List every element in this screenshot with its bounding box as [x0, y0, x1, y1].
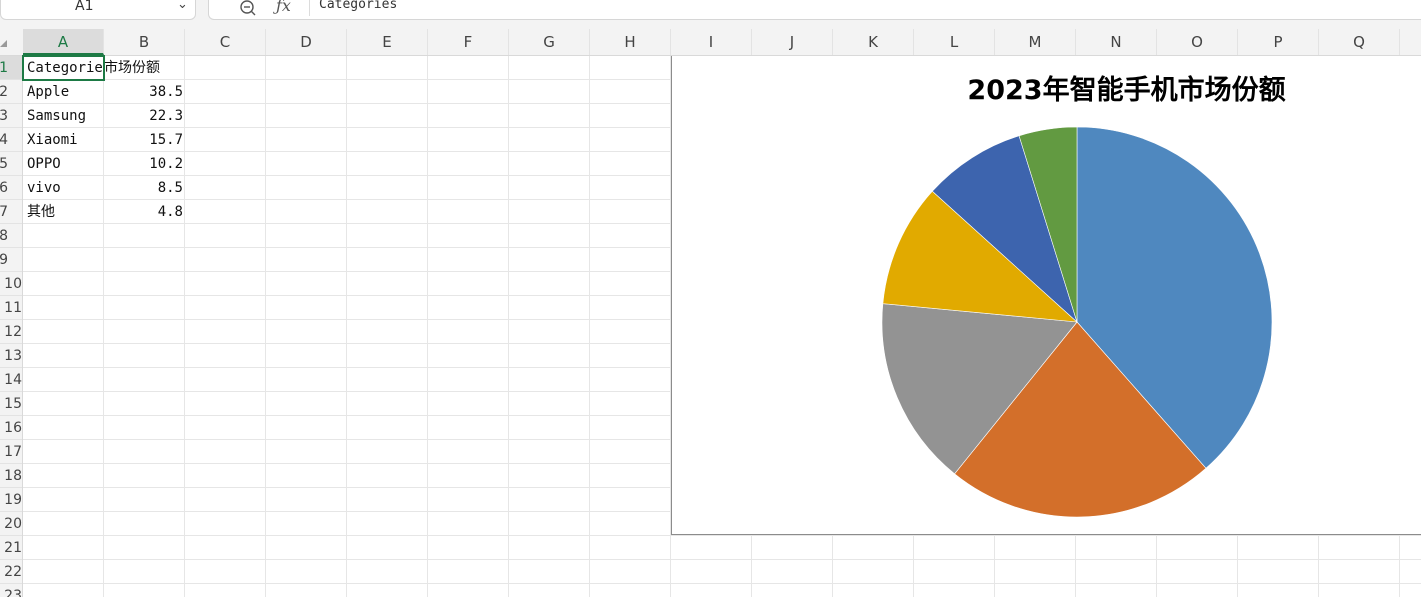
- row-header-20[interactable]: 20: [0, 512, 22, 536]
- cell-a5[interactable]: OPPO: [27, 156, 61, 172]
- pie-slice-2[interactable]: [954, 321, 1207, 518]
- pie-plot: [881, 126, 1273, 518]
- column-header-d[interactable]: D: [266, 29, 347, 55]
- row-header-18[interactable]: 18: [0, 464, 22, 488]
- row-header-8[interactable]: 8: [0, 224, 22, 248]
- grid-column-line: [589, 56, 590, 597]
- column-header-m[interactable]: M: [995, 29, 1076, 55]
- row-header-19[interactable]: 19: [0, 488, 22, 512]
- chart-title[interactable]: 2023年智能手机市场份额: [967, 75, 1286, 106]
- grid-column-line: [508, 56, 509, 597]
- row-header-11[interactable]: 11: [0, 296, 22, 320]
- column-header-g[interactable]: G: [509, 29, 590, 55]
- grid-row-line: [23, 535, 1421, 536]
- name-box-value: A1: [75, 0, 94, 14]
- cell-b4[interactable]: 15.7: [149, 132, 183, 148]
- select-all-icon[interactable]: [0, 40, 7, 47]
- row-header-9[interactable]: 9: [0, 248, 22, 272]
- name-box[interactable]: A1 ⌄: [0, 0, 196, 20]
- row-header-4[interactable]: 4: [0, 128, 22, 152]
- row-header-5[interactable]: 5: [0, 152, 22, 176]
- row-header-7[interactable]: 7: [0, 200, 22, 224]
- formula-bar: A1 ⌄ ƒx Categories: [0, 0, 1421, 29]
- pie-slice-1[interactable]: [1076, 126, 1273, 469]
- formula-input-box[interactable]: [208, 0, 1421, 20]
- grid-column-line: [346, 56, 347, 597]
- column-header-b[interactable]: B: [104, 29, 185, 55]
- column-header-j[interactable]: J: [752, 29, 833, 55]
- grid-column-line: [184, 56, 185, 597]
- cell-a6[interactable]: vivo: [27, 180, 61, 196]
- zoom-out-icon[interactable]: [238, 0, 258, 18]
- row-header-10[interactable]: 10: [0, 272, 22, 296]
- cell-b3[interactable]: 22.3: [149, 108, 183, 124]
- column-header-f[interactable]: F: [428, 29, 509, 55]
- row-header-13[interactable]: 13: [0, 344, 22, 368]
- column-header-k[interactable]: K: [833, 29, 914, 55]
- row-header-15[interactable]: 15: [0, 392, 22, 416]
- column-header-h[interactable]: H: [590, 29, 671, 55]
- cell-b1[interactable]: 市场份额: [104, 60, 160, 76]
- pie-slice-5[interactable]: [931, 135, 1078, 323]
- function-icon[interactable]: ƒx: [276, 0, 291, 15]
- column-header-o[interactable]: O: [1157, 29, 1238, 55]
- grid-column-line: [265, 56, 266, 597]
- row-header-14[interactable]: 14: [0, 368, 22, 392]
- row-header-2[interactable]: 2: [0, 80, 22, 104]
- column-header-e[interactable]: E: [347, 29, 428, 55]
- column-header-n[interactable]: N: [1076, 29, 1157, 55]
- row-header-1[interactable]: 1: [0, 56, 22, 80]
- column-header-i[interactable]: I: [671, 29, 752, 55]
- cell-a2[interactable]: Apple: [27, 84, 70, 100]
- grid-column-line: [103, 56, 104, 597]
- cell-b2[interactable]: 38.5: [149, 84, 183, 100]
- column-header-l[interactable]: L: [914, 29, 995, 55]
- cell-b7[interactable]: 4.8: [157, 204, 183, 220]
- cell-b6[interactable]: 8.5: [157, 180, 183, 196]
- row-header-21[interactable]: 21: [0, 536, 22, 560]
- column-header-c[interactable]: C: [185, 29, 266, 55]
- cell-a4[interactable]: Xiaomi: [27, 132, 78, 148]
- column-header-q[interactable]: Q: [1319, 29, 1400, 55]
- cell-a7[interactable]: 其他: [27, 204, 55, 220]
- row-header-22[interactable]: 22: [0, 560, 22, 584]
- pie-slice-6[interactable]: [1018, 126, 1078, 323]
- cell-a1[interactable]: Categories: [27, 60, 102, 76]
- formula-divider: [309, 0, 310, 16]
- row-header-bar: 1234567891011121314151617181920212223: [0, 56, 23, 597]
- column-header-a[interactable]: A: [23, 29, 104, 55]
- formula-content[interactable]: Categories: [319, 0, 398, 12]
- row-header-16[interactable]: 16: [0, 416, 22, 440]
- column-header-p[interactable]: P: [1238, 29, 1319, 55]
- chevron-down-icon[interactable]: ⌄: [177, 0, 188, 12]
- cell-a3[interactable]: Samsung: [27, 108, 87, 124]
- grid-row-line: [23, 583, 1421, 584]
- grid-row-line: [23, 559, 1421, 560]
- cell-b5[interactable]: 10.2: [149, 156, 183, 172]
- row-header-3[interactable]: 3: [0, 104, 22, 128]
- row-header-12[interactable]: 12: [0, 320, 22, 344]
- row-header-17[interactable]: 17: [0, 440, 22, 464]
- pie-chart[interactable]: 2023年智能手机市场份额: [671, 56, 1421, 535]
- grid-column-line: [427, 56, 428, 597]
- pie-slice-4[interactable]: [882, 190, 1078, 323]
- pie-slice-3[interactable]: [881, 303, 1078, 475]
- row-header-6[interactable]: 6: [0, 176, 22, 200]
- row-header-23[interactable]: 23: [0, 584, 22, 597]
- grid-column-line: [670, 56, 671, 597]
